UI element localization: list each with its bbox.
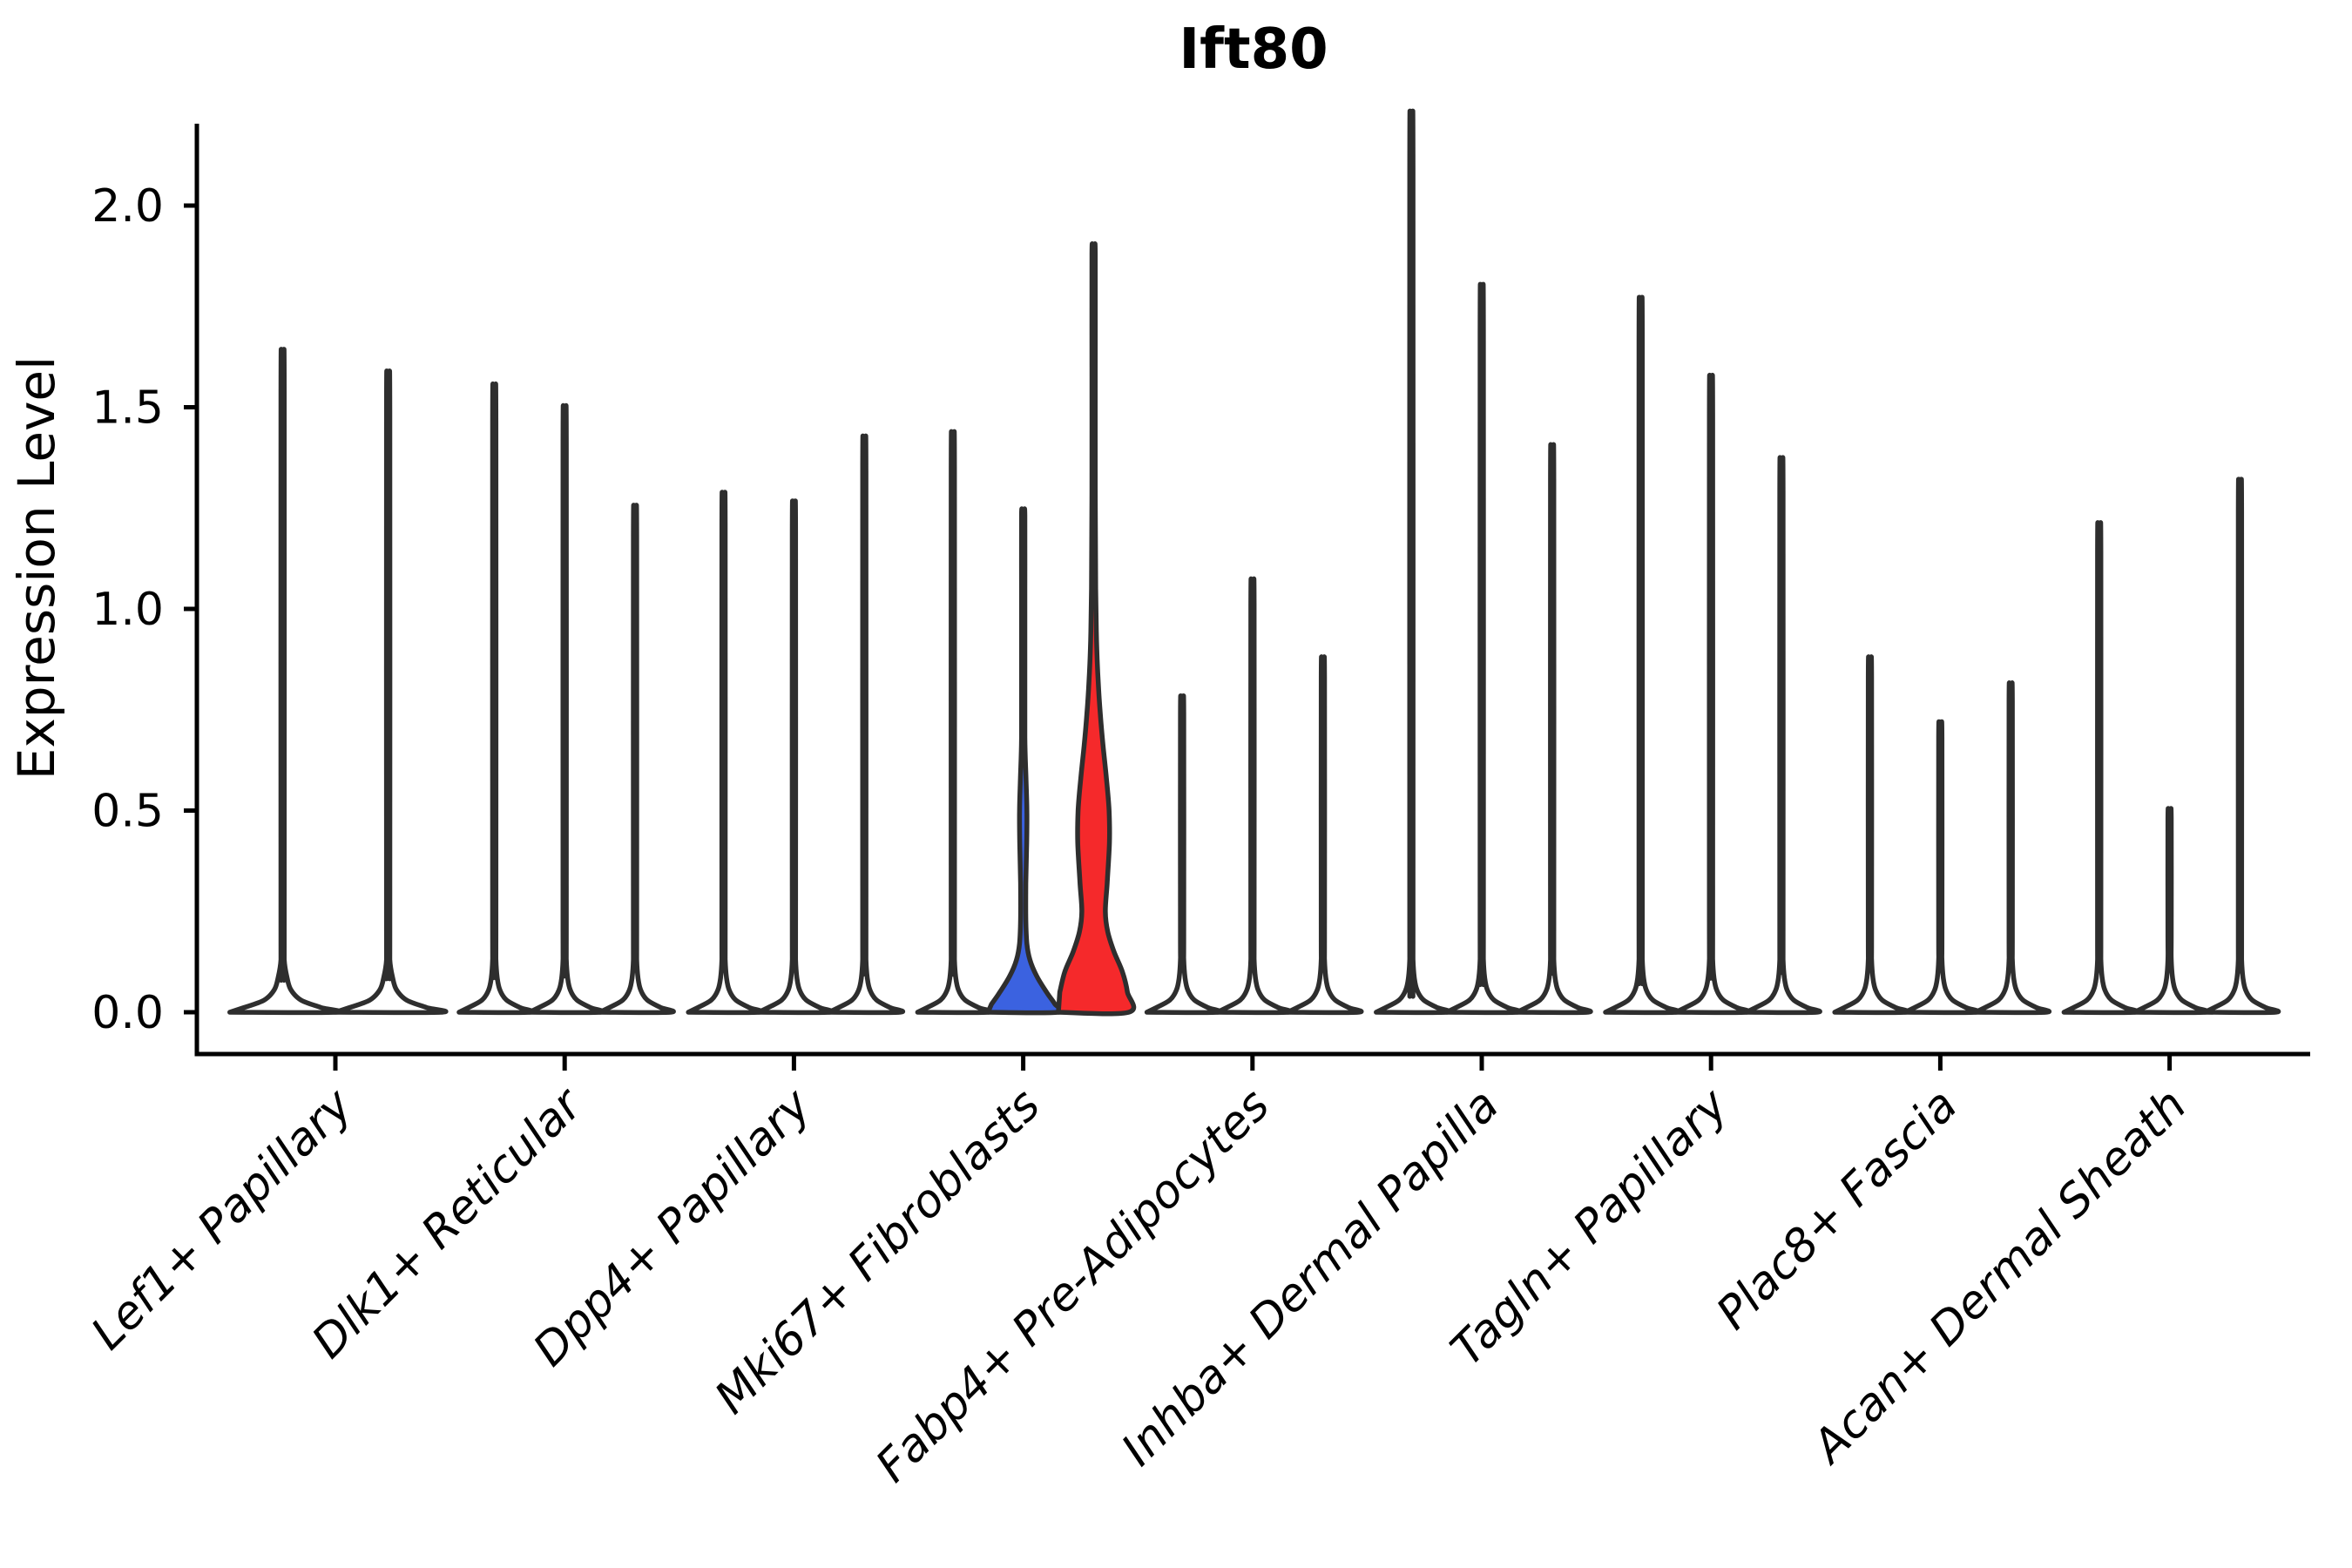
violin-dlk1-reticular-2 <box>527 402 606 1016</box>
x-tick-label-inhba-dermal-papilla: Inhba+ Dermal Papilla <box>1112 1079 1509 1477</box>
y-tick-label-0.5: 0.5 <box>91 786 164 838</box>
violin-fabp4-pre-adipocytes-1 <box>1144 693 1223 1016</box>
violin-acan-dermal-sheath-3 <box>2202 476 2281 1016</box>
violin-dlk1-reticular-3 <box>597 503 676 1016</box>
violin-dpp4-papillary-2 <box>756 498 835 1016</box>
violin-fabp4-pre-adipocytes-2 <box>1214 576 1294 1016</box>
violin-plac8-fascia-3 <box>1973 680 2052 1016</box>
violin-plac8-fascia-1 <box>1832 654 1911 1016</box>
violin-lef1-papillary-2 <box>333 368 449 1016</box>
violin-mki67-fibroblasts-2 <box>985 506 1065 1016</box>
y-axis-label: Expression Level <box>7 356 66 780</box>
violin-mki67-fibroblasts-3 <box>1056 241 1137 1017</box>
y-tick-label-0.0: 0.0 <box>91 987 164 1039</box>
violin-inhba-dermal-papilla-1 <box>1374 108 1453 1016</box>
violin-acan-dermal-sheath-2 <box>2132 806 2211 1016</box>
violin-lef1-papillary-1 <box>227 347 343 1016</box>
violin-fabp4-pre-adipocytes-3 <box>1285 654 1364 1016</box>
x-tick-label-plac8-fascia: Plac8+ Fascia <box>1707 1079 1967 1340</box>
y-tick-label-1.0: 1.0 <box>91 584 164 636</box>
y-tick-label-1.5: 1.5 <box>91 382 164 435</box>
violin-dpp4-papillary-3 <box>827 433 906 1016</box>
violin-tagln-papillary-2 <box>1673 373 1753 1016</box>
violins-layer <box>227 108 2281 1017</box>
violin-dpp4-papillary-1 <box>686 490 765 1016</box>
violin-tagln-papillary-1 <box>1603 294 1682 1016</box>
x-tick-label-acan-dermal-sheath: Acan+ Dermal Sheath <box>1801 1079 2197 1475</box>
violin-plac8-fascia-2 <box>1903 719 1982 1016</box>
x-tick-label-fabp4-pre-adipocytes: Fabp4+ Pre-Adipocytes <box>866 1079 1280 1493</box>
violin-dlk1-reticular-1 <box>456 382 536 1016</box>
y-tick-label-2.0: 2.0 <box>91 180 164 233</box>
violin-inhba-dermal-papilla-3 <box>1514 442 1593 1016</box>
violin-inhba-dermal-papilla-2 <box>1443 281 1523 1016</box>
violin-acan-dermal-sheath-1 <box>2061 520 2140 1016</box>
violin-mki67-fibroblasts-1 <box>915 429 994 1016</box>
chart-title: Ift80 <box>1179 17 1328 82</box>
violin-tagln-papillary-3 <box>1743 455 1822 1016</box>
